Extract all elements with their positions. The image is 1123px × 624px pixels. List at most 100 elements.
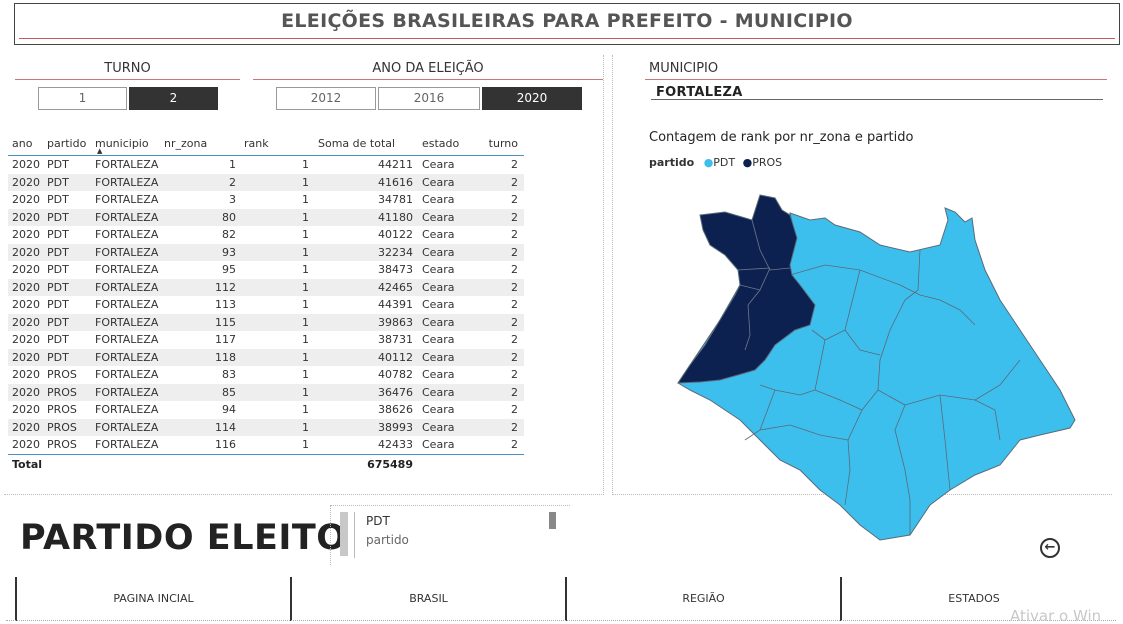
- cell-partido: PDT: [47, 315, 69, 329]
- cell-rank: 1: [302, 263, 309, 276]
- cell-ano: 2020: [12, 420, 40, 434]
- card-frame: [330, 505, 570, 565]
- cell-nr-zona: 2: [229, 175, 236, 189]
- ano-option-2012[interactable]: 2012: [276, 87, 376, 110]
- table-row[interactable]: 2020 PROS FORTALEZA 83 1 40782 Ceara 2: [8, 366, 524, 384]
- cell-estado: Ceara: [422, 438, 455, 451]
- table-row[interactable]: 2020 PDT FORTALEZA 117 1 38731 Ceara 2: [8, 331, 524, 349]
- table-body: 2020 PDT FORTALEZA 1 1 44211 Ceara 2 2020 PDT FORT…: [8, 156, 524, 454]
- cell-turno: 2: [511, 403, 518, 416]
- col-header-estado[interactable]: estado: [422, 137, 460, 150]
- col-header-soma[interactable]: Soma de total: [318, 137, 396, 150]
- municipio-dropdown-line: [651, 99, 1103, 100]
- cell-estado: Ceara: [422, 193, 455, 206]
- cell-nr-zona: 116: [215, 438, 236, 451]
- cell-partido: PDT: [47, 175, 69, 189]
- ano-option-2016[interactable]: 2016: [378, 87, 480, 110]
- cell-soma: 38993: [378, 420, 413, 434]
- cell-soma: 42465: [378, 280, 413, 294]
- cell-ano: 2020: [12, 175, 40, 189]
- cell-partido: PDT: [47, 210, 69, 224]
- table-row[interactable]: 2020 PDT FORTALEZA 115 1 39863 Ceara 2: [8, 313, 524, 331]
- table-row[interactable]: 2020 PDT FORTALEZA 93 1 32234 Ceara 2: [8, 243, 524, 261]
- cell-municipio: FORTALEZA: [95, 438, 159, 451]
- page-header: ELEIÇÕES BRASILEIRAS PARA PREFEITO - MUN…: [14, 3, 1120, 45]
- nav-brasil-button[interactable]: BRASIL: [290, 577, 567, 621]
- cell-ano: 2020: [12, 298, 40, 311]
- col-header-ano[interactable]: ano: [12, 137, 33, 150]
- cell-soma: 38626: [378, 403, 413, 416]
- card-scroll-indicator[interactable]: [549, 512, 556, 529]
- cell-municipio: FORTALEZA: [95, 368, 159, 381]
- col-header-rank[interactable]: rank: [244, 137, 269, 150]
- table-row[interactable]: 2020 PDT FORTALEZA 3 1 34781 Ceara 2: [8, 191, 524, 209]
- cell-municipio: FORTALEZA: [95, 333, 159, 346]
- cell-partido: PROS: [47, 368, 77, 381]
- cell-nr-zona: 112: [215, 280, 236, 294]
- bottom-frame-line: [6, 620, 1116, 621]
- table-row[interactable]: 2020 PDT FORTALEZA 1 1 44211 Ceara 2: [8, 156, 524, 174]
- municipio-dropdown[interactable]: FORTALEZA: [656, 85, 743, 100]
- cell-ano: 2020: [12, 280, 40, 294]
- table-row[interactable]: 2020 PROS FORTALEZA 116 1 42433 Ceara 2: [8, 436, 524, 454]
- cell-partido: PDT: [47, 298, 69, 311]
- cell-turno: 2: [511, 158, 518, 171]
- cell-estado: Ceara: [422, 175, 455, 189]
- cell-soma: 39863: [378, 315, 413, 329]
- table-row[interactable]: 2020 PROS FORTALEZA 94 1 38626 Ceara 2: [8, 401, 524, 419]
- cell-municipio: FORTALEZA: [95, 385, 159, 399]
- cell-turno: 2: [511, 438, 518, 451]
- cell-municipio: FORTALEZA: [95, 158, 159, 171]
- cell-municipio: FORTALEZA: [95, 298, 159, 311]
- cell-estado: Ceara: [422, 228, 455, 241]
- table-row[interactable]: 2020 PDT FORTALEZA 95 1 38473 Ceara 2: [8, 261, 524, 279]
- cell-estado: Ceara: [422, 420, 455, 434]
- nav-pagina-inicial-button[interactable]: PAGINA INCIAL: [15, 577, 292, 621]
- col-header-nr-zona[interactable]: nr_zona: [164, 137, 208, 150]
- table-row[interactable]: 2020 PROS FORTALEZA 114 1 38993 Ceara 2: [8, 418, 524, 436]
- cell-partido: PDT: [47, 193, 69, 206]
- legend-item-pros[interactable]: ●PROS: [742, 156, 783, 169]
- zone-map[interactable]: [670, 185, 1090, 550]
- cell-estado: Ceara: [422, 385, 455, 399]
- table-row[interactable]: 2020 PDT FORTALEZA 80 1 41180 Ceara 2: [8, 208, 524, 226]
- col-header-municipio[interactable]: municipio: [95, 137, 149, 150]
- left-visual-frame: [4, 55, 604, 495]
- header-divider: [19, 38, 1115, 39]
- cell-ano: 2020: [12, 193, 40, 206]
- table-row[interactable]: 2020 PDT FORTALEZA 2 1 41616 Ceara 2: [8, 173, 524, 191]
- nav-estados-button[interactable]: ESTADOS: [840, 577, 1106, 621]
- turno-option-1[interactable]: 1: [38, 87, 127, 110]
- cell-estado: Ceara: [422, 368, 455, 381]
- cell-turno: 2: [511, 175, 518, 189]
- map-title: Contagem de rank por nr_zona e partido: [649, 130, 914, 145]
- ano-option-2020[interactable]: 2020: [482, 87, 582, 110]
- col-header-partido[interactable]: partido: [47, 137, 87, 150]
- nav-regiao-button[interactable]: REGIÃO: [565, 577, 842, 621]
- cell-soma: 41616: [378, 175, 413, 189]
- activation-watermark: Ativar o Win: [1010, 607, 1102, 624]
- table-row[interactable]: 2020 PDT FORTALEZA 118 1 40112 Ceara 2: [8, 348, 524, 366]
- cell-turno: 2: [511, 315, 518, 329]
- table-row[interactable]: 2020 PDT FORTALEZA 113 1 44391 Ceara 2: [8, 296, 524, 314]
- legend-item-pdt[interactable]: ●PDT: [703, 156, 736, 169]
- municipio-underline: [645, 79, 1107, 80]
- cell-municipio: FORTALEZA: [95, 245, 159, 259]
- cell-nr-zona: 93: [222, 245, 236, 259]
- card-left-bar: [340, 512, 348, 556]
- cell-rank: 1: [302, 315, 309, 329]
- cell-nr-zona: 94: [222, 403, 236, 416]
- table-row[interactable]: 2020 PDT FORTALEZA 112 1 42465 Ceara 2: [8, 278, 524, 296]
- cell-municipio: FORTALEZA: [95, 280, 159, 294]
- municipio-label: MUNICIPIO: [649, 61, 719, 76]
- total-value: 675489: [367, 457, 413, 471]
- table-row[interactable]: 2020 PROS FORTALEZA 85 1 36476 Ceara 2: [8, 383, 524, 401]
- back-arrow-icon[interactable]: ←: [1040, 538, 1060, 558]
- cell-soma: 42433: [378, 438, 413, 451]
- cell-nr-zona: 117: [215, 333, 236, 346]
- table-row[interactable]: 2020 PDT FORTALEZA 82 1 40122 Ceara 2: [8, 226, 524, 244]
- card-heading: PARTIDO ELEITO: [20, 518, 347, 558]
- col-header-turno[interactable]: turno: [488, 137, 518, 150]
- turno-option-2[interactable]: 2: [129, 87, 218, 110]
- cell-partido: PROS: [47, 403, 77, 416]
